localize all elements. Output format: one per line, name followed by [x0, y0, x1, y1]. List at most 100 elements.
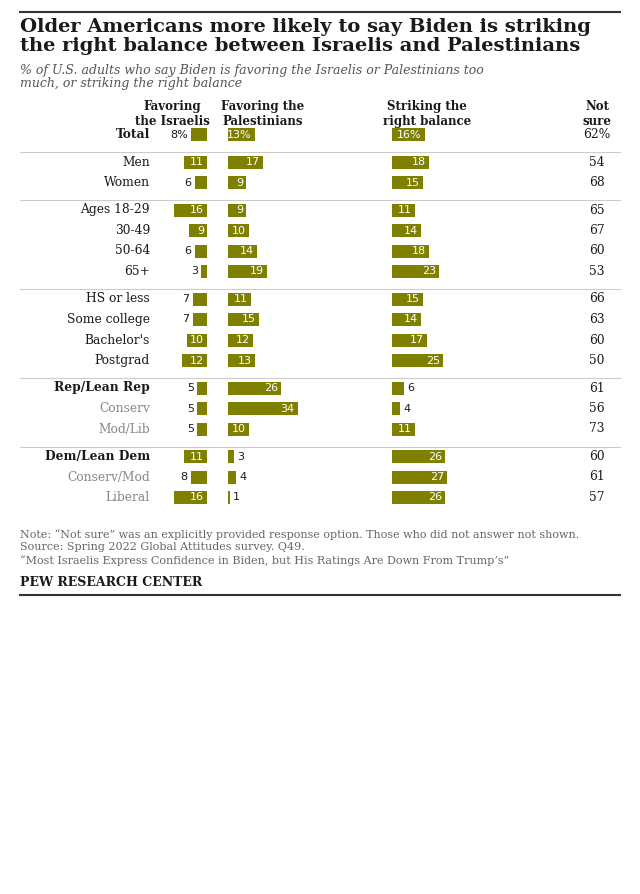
Text: 9: 9	[236, 205, 243, 215]
Text: 61: 61	[589, 382, 605, 394]
Bar	[228, 224, 248, 237]
Bar	[392, 204, 415, 216]
Bar	[392, 491, 445, 504]
Bar	[228, 382, 282, 394]
Bar	[392, 354, 444, 367]
Text: 9: 9	[197, 225, 204, 235]
Bar	[392, 176, 423, 189]
Bar	[189, 224, 207, 237]
Bar	[228, 423, 248, 435]
Bar	[392, 265, 439, 278]
Text: 60: 60	[589, 333, 605, 347]
Text: 9: 9	[236, 178, 243, 188]
Bar	[392, 470, 447, 484]
Text: 3: 3	[237, 451, 244, 461]
Text: 60: 60	[589, 244, 605, 257]
Text: 15: 15	[406, 178, 420, 188]
Bar	[228, 128, 255, 141]
Text: 26: 26	[428, 493, 442, 502]
Text: 73: 73	[589, 423, 605, 435]
Text: 6: 6	[185, 178, 192, 188]
Text: 17: 17	[246, 157, 260, 167]
Text: 63: 63	[589, 313, 605, 326]
Bar	[392, 244, 429, 257]
Bar	[392, 313, 420, 326]
Bar	[196, 423, 207, 435]
Text: Favoring the
Palestinians: Favoring the Palestinians	[221, 100, 305, 128]
Text: 68: 68	[589, 176, 605, 189]
Text: Postgrad: Postgrad	[95, 354, 150, 367]
Text: “Most Israelis Express Confidence in Biden, but His Ratings Are Down From Trump’: “Most Israelis Express Confidence in Bid…	[20, 555, 509, 566]
Text: 26: 26	[264, 383, 278, 393]
Text: 11: 11	[234, 294, 248, 304]
Bar	[228, 491, 230, 504]
Text: 14: 14	[404, 225, 418, 235]
Bar	[191, 470, 207, 484]
Bar	[228, 244, 257, 257]
Text: 57: 57	[589, 491, 605, 504]
Text: Source: Spring 2022 Global Attitudes survey. Q49.: Source: Spring 2022 Global Attitudes sur…	[20, 543, 305, 552]
Text: much, or striking the right balance: much, or striking the right balance	[20, 77, 242, 90]
Text: 65+: 65+	[124, 265, 150, 278]
Bar	[184, 156, 207, 168]
Text: 12: 12	[190, 356, 204, 366]
Text: Note: “Not sure” was an explicitly provided response option. Those who did not a: Note: “Not sure” was an explicitly provi…	[20, 529, 579, 540]
Bar	[392, 423, 415, 435]
Text: Dem/Lean Dem: Dem/Lean Dem	[45, 450, 150, 463]
Text: 65: 65	[589, 204, 605, 216]
Bar	[228, 354, 255, 367]
Bar	[193, 313, 207, 326]
Text: 14: 14	[239, 246, 253, 256]
Bar	[228, 265, 267, 278]
Text: 23: 23	[422, 266, 436, 276]
Text: 26: 26	[428, 451, 442, 461]
Bar	[392, 292, 423, 306]
Bar	[182, 354, 207, 367]
Bar	[228, 450, 234, 463]
Text: 66: 66	[589, 292, 605, 306]
Text: 6: 6	[185, 246, 192, 256]
Text: 1: 1	[233, 493, 240, 502]
Text: 4: 4	[239, 472, 246, 482]
Text: 61: 61	[589, 470, 605, 484]
Text: 3: 3	[191, 266, 198, 276]
Bar	[228, 204, 246, 216]
Text: 10: 10	[232, 424, 246, 434]
Text: 56: 56	[589, 402, 605, 415]
Text: 60: 60	[589, 450, 605, 463]
Text: Conserv/Mod: Conserv/Mod	[67, 470, 150, 484]
Text: 15: 15	[406, 294, 420, 304]
Text: 17: 17	[410, 335, 424, 345]
Text: 62%: 62%	[584, 128, 611, 141]
Text: 67: 67	[589, 224, 605, 237]
Text: 5: 5	[187, 403, 194, 414]
Text: 12: 12	[236, 335, 250, 345]
Bar	[184, 450, 207, 463]
Bar	[392, 402, 400, 415]
Text: Men: Men	[122, 156, 150, 168]
Bar	[392, 224, 420, 237]
Bar	[195, 244, 207, 257]
Bar	[228, 292, 250, 306]
Bar	[228, 176, 246, 189]
Text: HS or less: HS or less	[86, 292, 150, 306]
Bar	[196, 402, 207, 415]
Bar	[186, 333, 207, 347]
Bar	[195, 176, 207, 189]
Text: % of U.S. adults who say Biden is favoring the Israelis or Palestinians too: % of U.S. adults who say Biden is favori…	[20, 64, 484, 77]
Text: 4: 4	[403, 403, 410, 414]
Bar	[228, 156, 263, 168]
Text: Conserv: Conserv	[99, 402, 150, 415]
Text: Liberal: Liberal	[106, 491, 150, 504]
Text: PEW RESEARCH CENTER: PEW RESEARCH CENTER	[20, 577, 202, 589]
Text: Not
sure: Not sure	[582, 100, 611, 128]
Text: 8%: 8%	[170, 130, 188, 139]
Bar	[392, 450, 445, 463]
Text: 11: 11	[397, 424, 412, 434]
Text: 15: 15	[242, 315, 256, 325]
Bar	[228, 313, 259, 326]
Bar	[228, 470, 236, 484]
Text: 10: 10	[190, 335, 204, 345]
Text: 34: 34	[280, 403, 294, 414]
Text: 53: 53	[589, 265, 605, 278]
